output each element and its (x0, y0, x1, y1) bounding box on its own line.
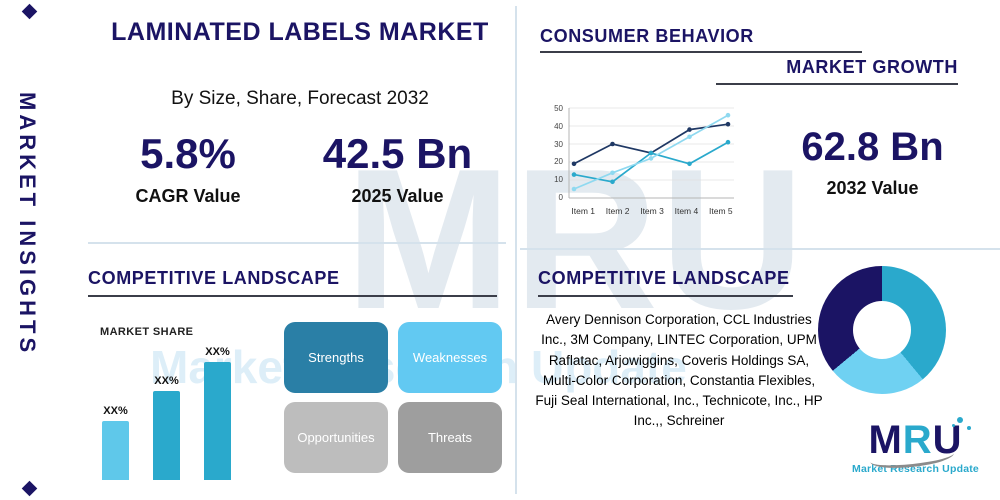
logo-bubble-icon (957, 417, 963, 423)
x-tick-label: Item 3 (640, 206, 664, 216)
logo-letter: M (868, 418, 903, 462)
stat-2032-label: 2032 Value (826, 178, 919, 198)
line-marker (648, 156, 654, 161)
donut-hole (853, 301, 911, 359)
market-share-bar: XX% (102, 405, 129, 480)
swot-grid: Strengths Weaknesses Opportunities Threats (284, 322, 502, 473)
line-marker (571, 186, 577, 192)
line-marker (648, 150, 654, 156)
stat-2032: 62.8 Bn 2032 Value (785, 126, 960, 199)
y-tick-label: 50 (554, 104, 563, 113)
x-tick-label: Item 4 (674, 206, 699, 216)
swot-weaknesses: Weaknesses (398, 322, 502, 393)
diamond-ornament-top (21, 3, 38, 20)
bar-rect (204, 362, 231, 480)
sidebar-title: MARKET INSIGHTS (15, 92, 40, 357)
line-marker (687, 161, 692, 167)
line-marker (571, 161, 577, 167)
market-share-bars: XX% XX% XX% (102, 342, 231, 480)
divider-horizontal-left (88, 242, 506, 244)
heading-competitive-landscape-left: COMPETITIVE LANDSCAPE (88, 268, 340, 288)
logo-tagline: Market Research Update (852, 463, 979, 475)
logo-bubble-icon (952, 424, 955, 427)
line-marker (687, 127, 692, 132)
heading-consumer-behavior: CONSUMER BEHAVIOR (540, 26, 754, 46)
swot-strengths: Strengths (284, 322, 388, 393)
consumer-line-chart-wrap: 50 40 30 20 10 0 (546, 104, 738, 202)
bar-rect (102, 421, 129, 480)
heading-underline (538, 295, 793, 297)
line-marker (610, 141, 615, 147)
swot-opportunities: Opportunities (284, 402, 388, 473)
heading-underline (540, 51, 862, 53)
y-tick-label: 40 (554, 121, 563, 131)
market-share-bar: XX% (153, 375, 180, 480)
page-title: LAMINATED LABELS MARKET (111, 18, 489, 46)
stat-2025-label: 2025 Value (351, 186, 444, 207)
logo-letters: MRU (838, 420, 993, 460)
logo-bubble-icon (967, 426, 971, 430)
stat-2025: 42.5 Bn 2025 Value (305, 130, 490, 207)
donut-chart (818, 266, 946, 394)
bar-value-label: XX% (103, 405, 128, 417)
y-tick-label: 20 (554, 157, 563, 167)
heading-underline (716, 83, 958, 85)
mru-logo: MRU Market Research Update (838, 417, 993, 475)
market-share-label: MARKET SHARE (100, 326, 194, 338)
line-marker (687, 134, 692, 140)
diamond-ornament-bottom (21, 480, 38, 497)
page-subtitle: By Size, Share, Forecast 2032 (171, 88, 429, 109)
x-tick-label: Item 1 (571, 206, 596, 216)
divider-horizontal-right (520, 248, 1000, 250)
y-tick-label: 30 (554, 139, 563, 149)
consumer-line-chart (568, 107, 734, 199)
bar-value-label: XX% (154, 375, 179, 387)
logo-letter: R (902, 418, 933, 462)
line-marker (610, 170, 615, 176)
swot-threats: Threats (398, 402, 502, 473)
line-marker (725, 121, 731, 127)
line-chart-xlabels: Item 1 Item 2 Item 3 Item 4 Item 5 (566, 206, 738, 216)
heading-competitive-landscape-right: COMPETITIVE LANDSCAPE (538, 268, 790, 288)
stat-cagr-label: CAGR Value (135, 186, 241, 207)
heading-market-growth: MARKET GROWTH (786, 57, 958, 77)
logo-letter: U (932, 418, 963, 462)
line-chart-ylabels: 50 40 30 20 10 0 (546, 104, 566, 202)
heading-underline (88, 295, 497, 297)
market-share-bar: XX% (204, 346, 231, 480)
stat-cagr-value: 5.8% (140, 130, 236, 177)
stat-2025-value: 42.5 Bn (322, 130, 473, 177)
bar-value-label: XX% (205, 346, 230, 358)
stat-cagr: 5.8% CAGR Value (98, 130, 278, 207)
line-marker (610, 179, 615, 185)
companies-list: Avery Dennison Corporation, CCL Industri… (535, 312, 823, 429)
line-marker (725, 139, 731, 145)
line-marker (725, 112, 731, 118)
line-marker (571, 172, 577, 177)
y-tick-label: 0 (558, 192, 563, 202)
bar-rect (153, 391, 180, 480)
x-tick-label: Item 2 (605, 206, 630, 216)
x-tick-label: Item 5 (709, 206, 733, 216)
y-tick-label: 10 (554, 175, 563, 185)
divider-vertical-center (515, 6, 517, 494)
stat-2032-value: 62.8 Bn (801, 125, 944, 169)
